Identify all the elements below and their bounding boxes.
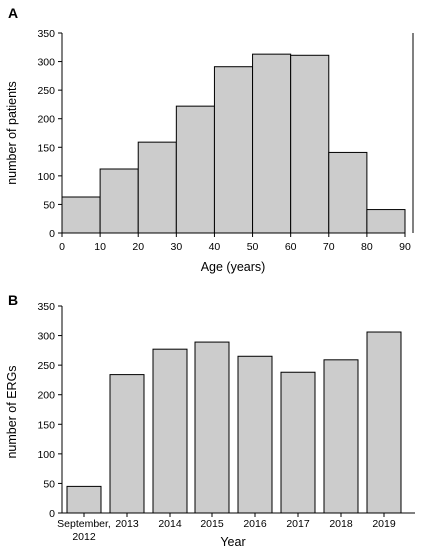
histogram-bar bbox=[99, 168, 139, 234]
y-tick-label: 200 bbox=[37, 390, 55, 402]
year-bar bbox=[280, 371, 316, 514]
x-tick-label: 50 bbox=[247, 241, 259, 253]
x-tick-label: 2012 bbox=[72, 531, 96, 543]
x-axis-label-a: Age (years) bbox=[201, 260, 266, 274]
histogram-bar bbox=[290, 54, 330, 234]
histogram-bar bbox=[328, 151, 368, 234]
year-bar bbox=[237, 355, 273, 514]
year-bar bbox=[323, 359, 359, 514]
y-tick-label: 150 bbox=[37, 419, 55, 431]
year-bar bbox=[194, 341, 230, 514]
histogram-bar bbox=[61, 196, 101, 234]
y-tick-label: 100 bbox=[37, 449, 55, 461]
histogram-bar bbox=[137, 141, 177, 234]
x-tick-label: 2017 bbox=[286, 518, 310, 530]
x-tick-label: 2013 bbox=[115, 518, 139, 530]
x-tick-label: 10 bbox=[94, 241, 106, 253]
histogram-bar bbox=[366, 209, 406, 234]
histogram-bar bbox=[213, 66, 254, 234]
x-tick-label: 2016 bbox=[243, 518, 267, 530]
x-tick-label: 40 bbox=[209, 241, 221, 253]
x-tick-label: 2018 bbox=[329, 518, 353, 530]
x-tick-label: 70 bbox=[323, 241, 335, 253]
histogram-bar bbox=[175, 105, 215, 234]
y-tick-label: 350 bbox=[37, 28, 55, 40]
y-axis-label-a: number of patients bbox=[5, 81, 19, 185]
x-tick-label: 20 bbox=[132, 241, 144, 253]
y-tick-label: 250 bbox=[37, 85, 55, 97]
y-tick-label: 150 bbox=[37, 142, 55, 154]
year-bar bbox=[66, 485, 102, 514]
panel-label-b: B bbox=[8, 292, 18, 308]
x-tick-label: 90 bbox=[399, 241, 411, 253]
panel-label-a: A bbox=[8, 5, 18, 21]
x-tick-label: 30 bbox=[170, 241, 182, 253]
y-tick-label: 0 bbox=[49, 508, 55, 520]
x-tick-label: 80 bbox=[361, 241, 373, 253]
y-tick-label: 250 bbox=[37, 360, 55, 372]
x-tick-label: 60 bbox=[285, 241, 297, 253]
y-tick-label: 300 bbox=[37, 57, 55, 69]
y-tick-label: 50 bbox=[43, 199, 55, 211]
chart-b: B number of ERGs Year 0 50 100 150 200 250 300… bbox=[5, 292, 415, 549]
x-tick-label: 2019 bbox=[372, 518, 396, 530]
y-tick-label: 0 bbox=[49, 228, 55, 240]
y-tick-label: 100 bbox=[37, 171, 55, 183]
year-bar bbox=[109, 374, 145, 514]
y-tick-label: 200 bbox=[37, 114, 55, 126]
y-tick-label: 300 bbox=[37, 331, 55, 343]
x-tick-label: 0 bbox=[59, 241, 65, 253]
y-axis-label-b: number of ERGs bbox=[5, 365, 19, 458]
year-bar bbox=[152, 348, 188, 514]
year-bar bbox=[366, 331, 402, 514]
histogram-bar bbox=[252, 53, 292, 234]
x-tick-label: 2014 bbox=[158, 518, 182, 530]
y-tick-label: 350 bbox=[37, 301, 55, 313]
y-tick-label: 50 bbox=[43, 478, 55, 490]
x-tick-label: September, bbox=[57, 518, 111, 530]
x-tick-label: 2015 bbox=[200, 518, 224, 530]
chart-a: A number of patients Age (years) 0501001… bbox=[5, 5, 414, 274]
x-axis-label-b: Year bbox=[220, 535, 245, 549]
